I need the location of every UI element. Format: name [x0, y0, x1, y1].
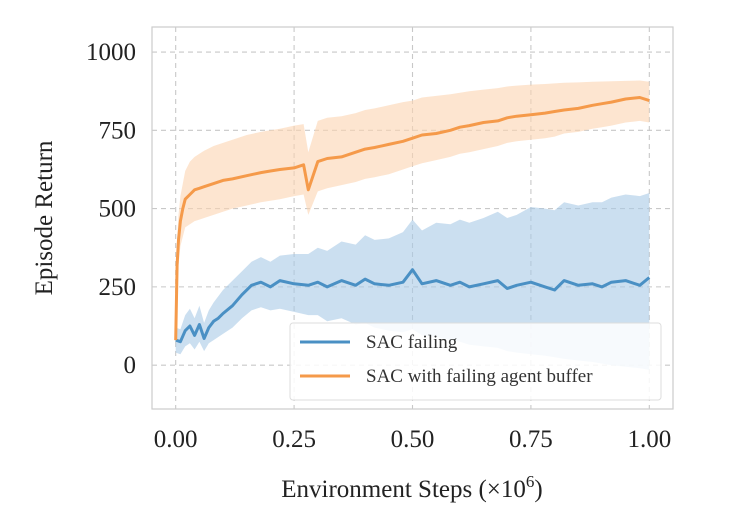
x-tick-label: 0.25 — [272, 426, 316, 453]
x-tick-label: 0.00 — [154, 426, 198, 453]
x-tick-label: 0.75 — [509, 426, 553, 453]
legend-label-sac-with-buffer: SAC with failing agent buffer — [366, 366, 593, 387]
y-tick-label: 750 — [99, 117, 137, 144]
x-axis-label-close: ) — [534, 476, 542, 503]
legend-box — [289, 322, 662, 401]
legend-label-sac-failing: SAC failing — [366, 332, 458, 353]
y-tick-label: 250 — [99, 274, 137, 301]
series-lines — [174, 96, 651, 344]
x-axis-label-text: Environment Steps (×10 — [281, 476, 526, 503]
y-tick-label: 0 — [124, 352, 137, 379]
y-axis-label: Episode Return — [31, 140, 58, 295]
x-tick-label: 0.50 — [391, 426, 435, 453]
x-axis-label: Environment Steps (×106) — [281, 472, 542, 503]
y-tick-label: 1000 — [86, 39, 136, 66]
line-series-1 — [174, 96, 650, 341]
plot-frame — [151, 26, 674, 410]
tick-labels: 0.00 0.25 0.50 0.75 1.00 0 250 500 750 1000 — [86, 39, 671, 453]
legend: SAC failing SAC with failing agent buffe… — [289, 322, 662, 401]
x-tick-label: 1.00 — [627, 426, 671, 453]
x-axis-label-exponent: 6 — [526, 472, 535, 491]
band-series-1 — [175, 80, 650, 347]
y-tick-label: 500 — [99, 196, 137, 223]
line-series-0 — [175, 268, 651, 344]
